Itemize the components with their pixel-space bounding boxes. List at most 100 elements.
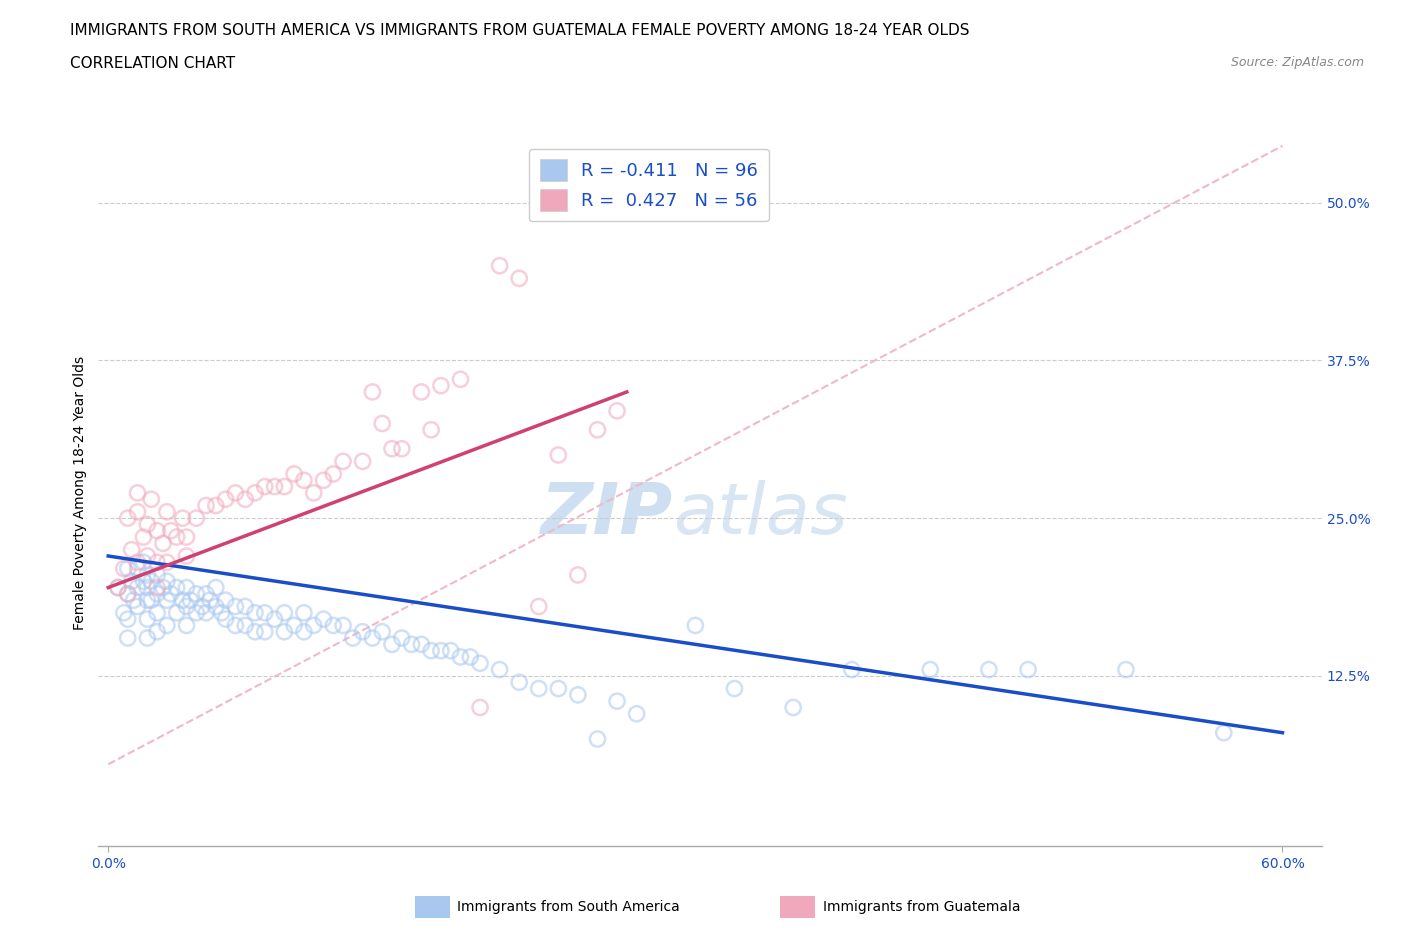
Point [127, 580, 149, 595]
Point [332, 454, 354, 469]
Point [411, 384, 433, 399]
Point [112, 561, 135, 576]
Point [136, 631, 159, 645]
Point [136, 549, 159, 564]
Point [136, 517, 159, 532]
Point [361, 631, 384, 645]
Point [211, 605, 233, 620]
Point [450, 649, 472, 664]
Point [205, 498, 228, 513]
Point [176, 580, 198, 595]
Point [458, 649, 481, 664]
Point [283, 618, 305, 633]
Point [332, 618, 354, 633]
Point [468, 700, 491, 715]
Point [166, 580, 188, 595]
Point [146, 580, 169, 595]
Point [841, 662, 863, 677]
Point [172, 592, 194, 607]
Point [224, 485, 246, 500]
Point [430, 644, 453, 658]
Point [127, 561, 149, 576]
Point [107, 580, 129, 595]
Point [214, 492, 236, 507]
Point [381, 442, 404, 457]
Point [567, 687, 589, 702]
Point [156, 592, 179, 607]
Point [527, 681, 550, 696]
Y-axis label: Female Poverty Among 18-24 Year Olds: Female Poverty Among 18-24 Year Olds [73, 356, 87, 630]
Point [152, 536, 174, 551]
Point [198, 592, 221, 607]
Point [468, 656, 491, 671]
Text: IMMIGRANTS FROM SOUTH AMERICA VS IMMIGRANTS FROM GUATEMALA FEMALE POVERTY AMONG : IMMIGRANTS FROM SOUTH AMERICA VS IMMIGRA… [70, 23, 970, 38]
Point [292, 472, 315, 487]
Point [381, 637, 404, 652]
Point [411, 637, 433, 652]
Point [685, 618, 707, 633]
Point [156, 504, 179, 519]
Point [302, 618, 325, 633]
Point [243, 485, 266, 500]
Point [156, 574, 179, 589]
Point [361, 384, 384, 399]
Point [527, 599, 550, 614]
Point [391, 442, 413, 457]
Point [322, 467, 344, 482]
Point [152, 580, 174, 595]
Point [233, 599, 256, 614]
Point [205, 599, 228, 614]
Point [127, 555, 149, 570]
Point [253, 479, 276, 494]
Point [117, 631, 139, 645]
Point [146, 624, 169, 639]
Point [146, 555, 169, 570]
Point [450, 372, 472, 387]
Point [253, 624, 276, 639]
Point [508, 675, 530, 690]
Point [127, 599, 149, 614]
Point [176, 549, 198, 564]
Point [233, 618, 256, 633]
Point [547, 447, 569, 462]
Point [146, 567, 169, 582]
Point [253, 605, 276, 620]
Point [117, 587, 139, 602]
Point [214, 612, 236, 627]
Point [132, 530, 155, 545]
Point [166, 530, 188, 545]
Point [233, 492, 256, 507]
Point [430, 379, 453, 393]
Point [117, 587, 139, 602]
Point [782, 700, 804, 715]
Point [112, 605, 135, 620]
Point [146, 524, 169, 538]
Point [156, 618, 179, 633]
Point [440, 644, 463, 658]
Point [141, 592, 163, 607]
Text: ZIP: ZIP [541, 480, 673, 549]
Point [312, 612, 335, 627]
Point [141, 574, 163, 589]
Point [606, 404, 628, 418]
Point [156, 555, 179, 570]
Point [136, 592, 159, 607]
Point [186, 511, 208, 525]
Point [160, 587, 183, 602]
Point [186, 605, 208, 620]
Point [121, 542, 143, 557]
Point [121, 574, 143, 589]
Point [606, 694, 628, 709]
Point [508, 271, 530, 286]
Point [191, 599, 214, 614]
Point [322, 618, 344, 633]
Point [172, 511, 194, 525]
Text: Immigrants from Guatemala: Immigrants from Guatemala [823, 899, 1019, 914]
Point [107, 580, 129, 595]
Point [195, 587, 218, 602]
Point [160, 524, 183, 538]
Point [176, 618, 198, 633]
Point [141, 492, 163, 507]
Point [586, 422, 609, 437]
Point [132, 574, 155, 589]
